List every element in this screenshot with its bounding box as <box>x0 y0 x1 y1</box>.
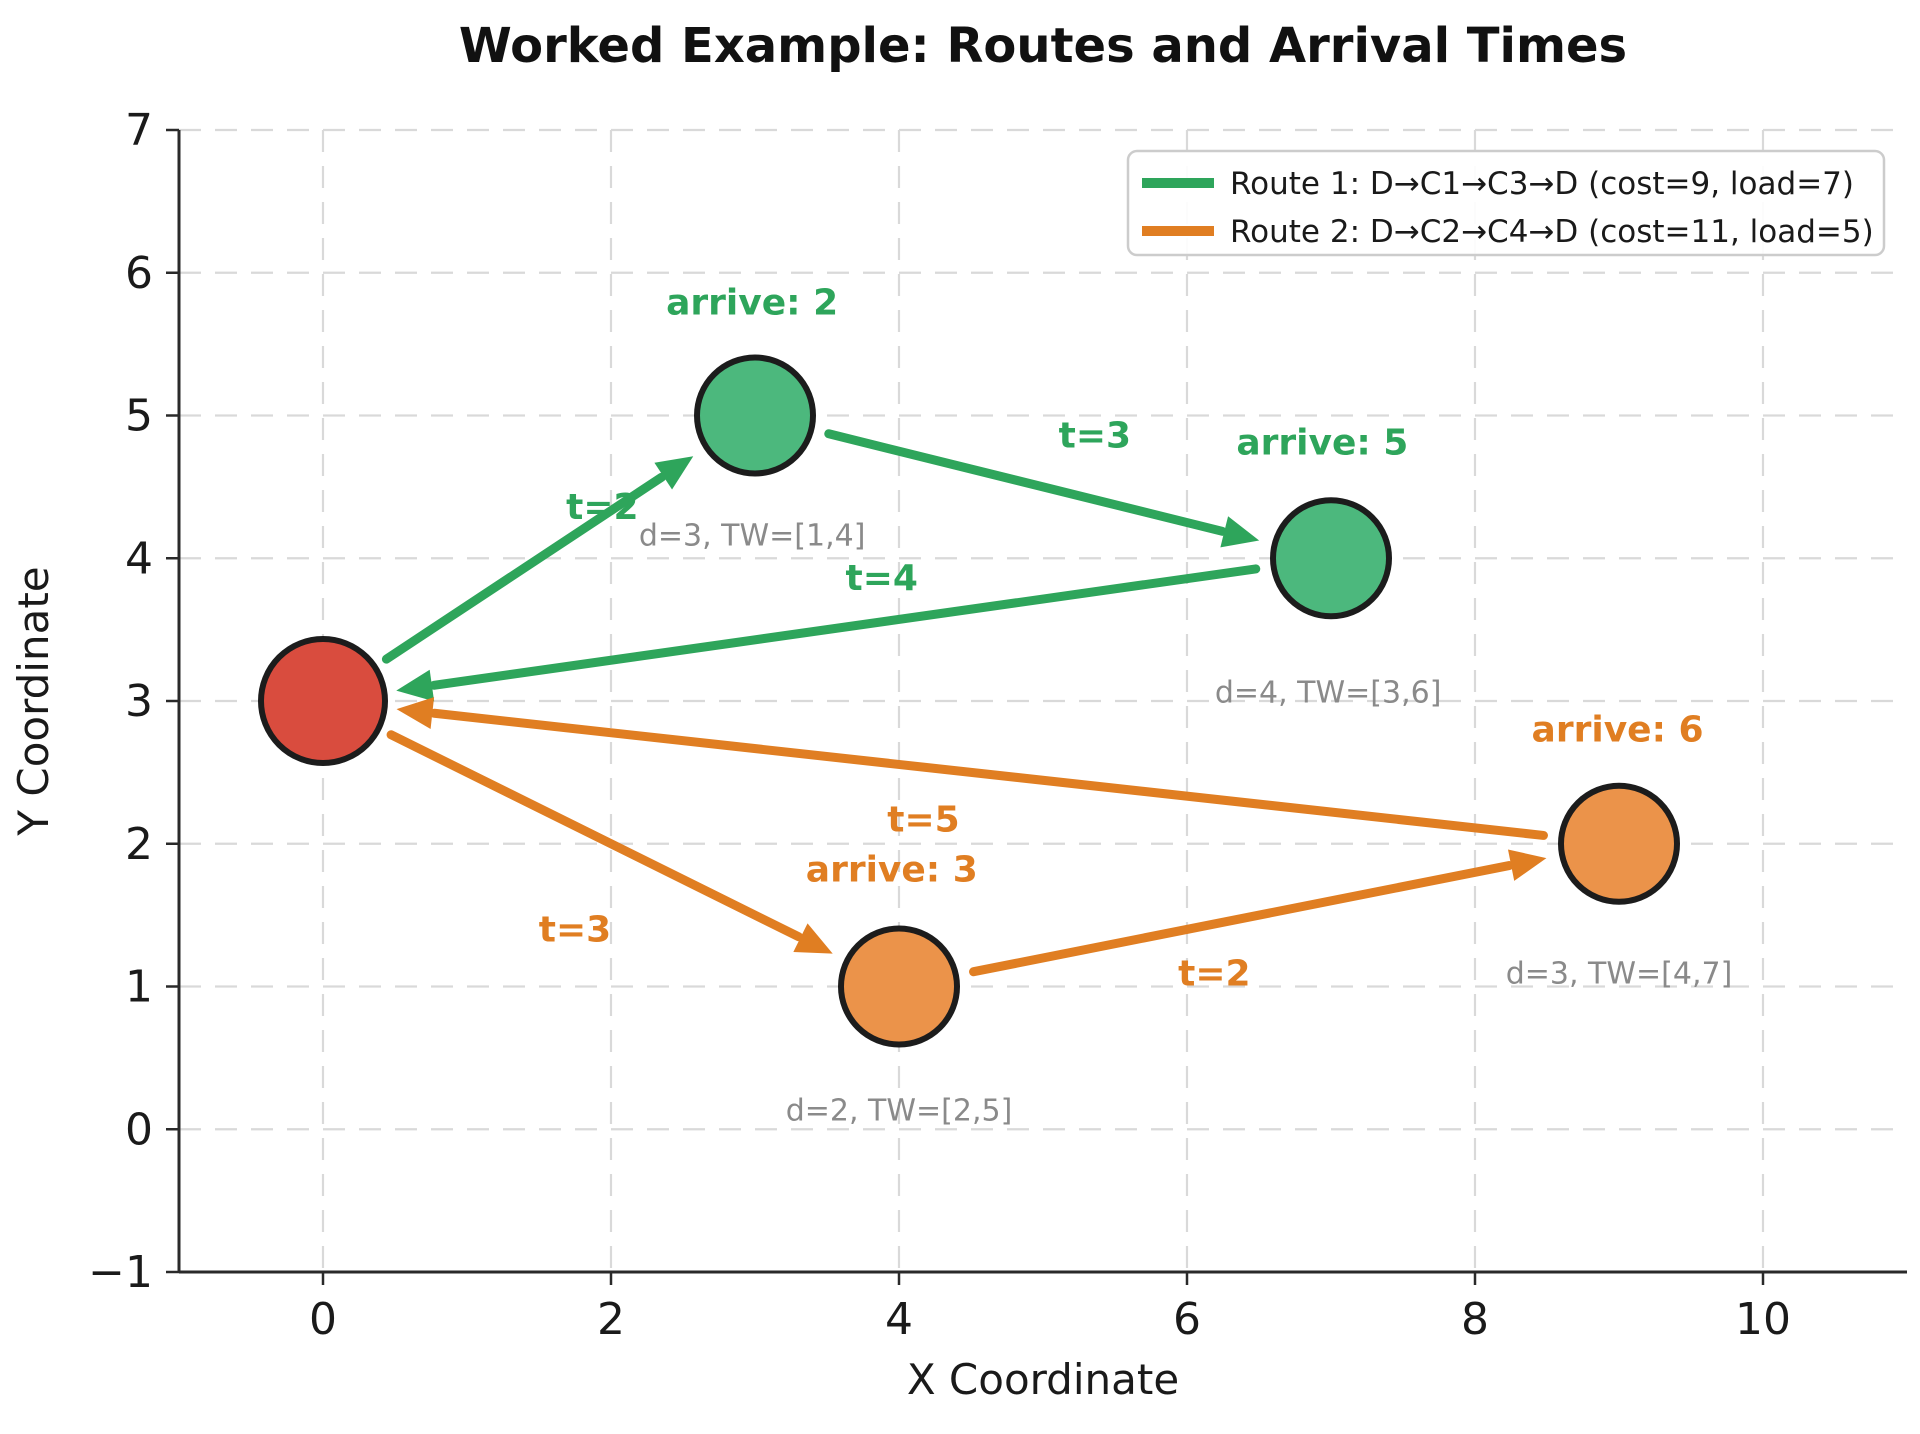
travel-time-label-D-C1: t=2 <box>566 487 638 528</box>
customer-node-C1 <box>694 354 816 477</box>
depot-node-D <box>258 636 388 766</box>
y-tick-label-2: 2 <box>125 819 153 870</box>
customer-node-C3 <box>1270 497 1392 620</box>
legend-box <box>1126 149 1886 257</box>
customer-node-C4 <box>1558 782 1680 905</box>
y-axis-label: Y Coordinate <box>9 566 58 836</box>
y-tick-label-7: 7 <box>125 105 153 156</box>
route-arrowhead-C2-C4 <box>1507 849 1547 881</box>
travel-time-label-D-C2: t=3 <box>539 909 611 950</box>
x-tick-label-6: 6 <box>1173 1294 1201 1345</box>
x-axis-label: X Coordinate <box>907 1355 1179 1404</box>
y-tick-label--1: −1 <box>88 1247 153 1298</box>
y-tick-label-3: 3 <box>125 676 153 727</box>
route-edge-C1-C3 <box>824 429 1227 536</box>
y-tick-label-6: 6 <box>125 248 153 299</box>
route-edge-D-C1 <box>381 472 667 664</box>
arrive-label-C4: arrive: 6 <box>1532 710 1704 751</box>
y-tick-label-5: 5 <box>125 391 153 442</box>
route-edge-D-C2 <box>386 730 804 942</box>
arrive-label-C1: arrive: 2 <box>666 283 838 324</box>
route-arrowhead-D-C1 <box>654 456 694 490</box>
x-tick-label-0: 0 <box>309 1294 337 1345</box>
y-tick-label-0: 0 <box>125 1104 153 1155</box>
travel-time-label-C3-D: t=4 <box>846 558 918 599</box>
y-tick-label-1: 1 <box>125 962 153 1013</box>
travel-time-label-C2-C4: t=2 <box>1178 954 1250 995</box>
arrive-label-C3: arrive: 5 <box>1236 423 1408 464</box>
x-tick-label-4: 4 <box>885 1294 913 1345</box>
route-edge-C3-D <box>429 564 1261 690</box>
node-info-label-C3: d=4, TW=[3,6] <box>1215 675 1442 710</box>
route-edge-C4-D <box>429 708 1548 840</box>
legend-label-route-1: Route 1: D→C1→C3→D (cost=9, load=7) <box>1230 166 1854 202</box>
arrive-label-C2: arrive: 3 <box>806 849 978 890</box>
travel-time-label-C4-D: t=5 <box>887 799 959 840</box>
route-edge-C2-C4 <box>969 861 1514 977</box>
route-arrowhead-C1-C3 <box>1220 516 1260 548</box>
y-tick-label-4: 4 <box>125 533 153 584</box>
node-info-label-C4: d=3, TW=[4,7] <box>1506 957 1733 992</box>
travel-time-label-C1-C3: t=3 <box>1059 415 1131 456</box>
customer-node-C2 <box>838 925 960 1048</box>
node-info-label-C2: d=2, TW=[2,5] <box>786 1094 1013 1129</box>
node-info-label-C1: d=3, TW=[1,4] <box>639 518 866 553</box>
route-arrowhead-C3-D <box>396 669 435 702</box>
legend-label-route-2: Route 2: D→C2→C4→D (cost=11, load=5) <box>1230 214 1874 250</box>
route-arrowhead-D-C2 <box>793 923 833 954</box>
x-tick-label-8: 8 <box>1461 1294 1489 1345</box>
chart-title: Worked Example: Routes and Arrival Times <box>459 18 1627 74</box>
x-tick-label-2: 2 <box>597 1294 625 1345</box>
x-tick-label-10: 10 <box>1735 1294 1791 1345</box>
route-arrowhead-C4-D <box>396 697 435 729</box>
